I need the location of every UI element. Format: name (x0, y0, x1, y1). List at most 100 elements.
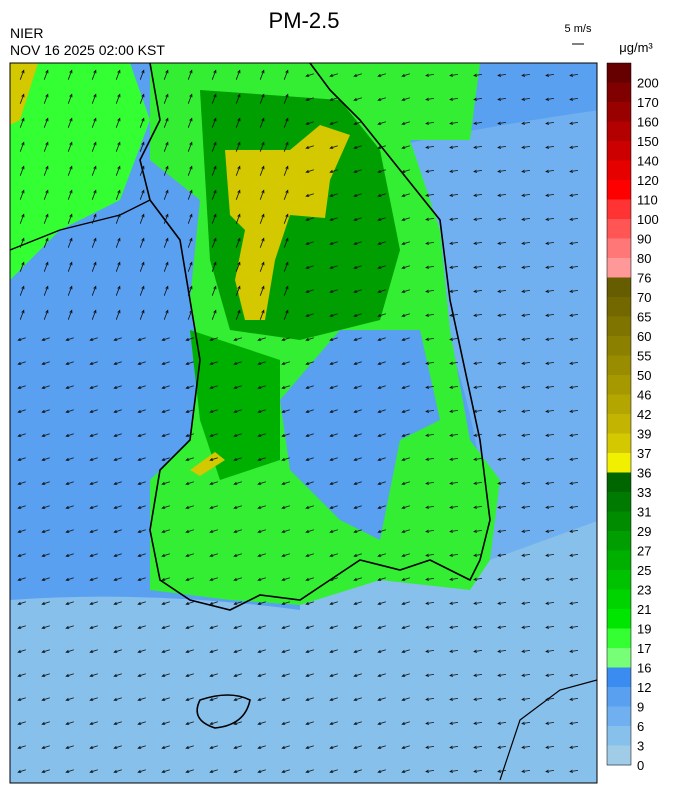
wind-arrow (521, 217, 531, 221)
wind-arrow-head (69, 165, 73, 170)
wind-arrow-head (233, 361, 238, 366)
wind-arrow-head (569, 505, 574, 509)
wind-arrow (235, 238, 241, 248)
wind-arrow (497, 289, 507, 293)
wind-arrow-head (425, 265, 430, 269)
wind-arrow-head (113, 649, 118, 654)
wind-arrow-head (329, 265, 334, 270)
wind-arrow (67, 262, 73, 272)
wind-arrow-head (137, 481, 142, 486)
wind-arrow-head (213, 213, 217, 218)
wind-arrow (235, 94, 241, 104)
wind-arrow (282, 625, 290, 629)
wind-arrow (283, 118, 289, 128)
wind-arrow-head (449, 385, 454, 389)
wind-arrow (521, 625, 531, 629)
wind-arrow-head (185, 721, 190, 726)
wind-arrow (210, 625, 218, 629)
wind-arrow (330, 193, 338, 197)
wind-arrow-head (449, 97, 454, 101)
wind-arrow (186, 673, 194, 677)
wind-arrow (138, 385, 146, 389)
wind-arrow (90, 745, 98, 749)
wind-arrow (330, 313, 338, 317)
colorbar-label: 100 (637, 212, 659, 227)
wind-arrow (425, 769, 435, 773)
wind-arrow-head (257, 529, 262, 534)
wind-arrow-head (261, 309, 265, 314)
wind-arrow-head (473, 145, 478, 149)
wind-arrow-head (305, 505, 310, 510)
wind-arrow-head (137, 361, 142, 366)
wind-arrow-head (353, 337, 358, 342)
wind-arrow-head (69, 189, 73, 194)
wind-arrow (473, 601, 483, 605)
wind-arrow (90, 337, 98, 341)
wind-arrow-head (401, 121, 406, 126)
wind-arrow-head (185, 553, 190, 558)
wind-arrow (162, 745, 170, 749)
wind-arrow-head (233, 505, 238, 510)
wind-arrow (42, 625, 50, 629)
wind-arrow (66, 553, 74, 557)
wind-arrow-head (117, 141, 121, 146)
wind-arrow-head (161, 457, 166, 462)
wind-arrow-head (545, 145, 550, 149)
wind-arrow (282, 649, 290, 653)
wind-arrow (521, 649, 531, 653)
wind-arrow (42, 745, 50, 749)
wind-arrow-head (377, 721, 382, 726)
wind-arrow (258, 769, 266, 773)
colorbar: 2001701601501401201101009080767065605550… (606, 62, 659, 773)
wind-arrow-head (521, 529, 526, 533)
wind-arrow-head (165, 261, 169, 266)
wind-arrow (283, 190, 289, 200)
wind-arrow (42, 433, 50, 437)
wind-arrow (449, 121, 459, 125)
wind-arrow-head (89, 433, 94, 438)
colorbar-cell (607, 414, 631, 434)
wind-arrow (19, 214, 25, 224)
wind-arrow (210, 337, 218, 341)
wind-arrow (354, 313, 362, 317)
wind-arrow (354, 769, 362, 773)
wind-arrow (66, 577, 74, 581)
wind-arrow (521, 481, 531, 485)
wind-arrow-head (237, 141, 241, 146)
wind-arrow-head (41, 625, 46, 630)
wind-arrow (163, 310, 169, 320)
wind-arrow-head (165, 69, 169, 74)
wind-arrow-head (69, 213, 73, 218)
wind-arrow (402, 601, 410, 605)
wind-arrow-head (377, 577, 382, 582)
wind-arrow-head (93, 117, 97, 122)
wind-arrow-head (545, 481, 550, 485)
wind-arrow-head (185, 649, 190, 654)
wind-arrow-head (65, 577, 70, 582)
wind-arrow-head (257, 745, 262, 750)
wind-arrow-head (141, 117, 145, 122)
wind-arrow-head (89, 457, 94, 462)
wind-arrow (569, 409, 579, 413)
wind-arrow-head (473, 673, 478, 677)
wind-arrow-head (425, 145, 430, 149)
wind-arrow (258, 457, 266, 461)
wind-arrow-head (257, 337, 262, 342)
colorbar-label: 55 (637, 349, 651, 364)
wind-arrow-head (17, 385, 22, 390)
wind-arrow (378, 385, 386, 389)
wind-arrow (354, 121, 362, 125)
wind-arrow (354, 649, 362, 653)
wind-arrow (306, 361, 314, 365)
wind-arrow (354, 625, 362, 629)
wind-arrow (114, 385, 122, 389)
wind-arrow-head (237, 261, 241, 266)
wind-arrow (449, 529, 459, 533)
wind-arrow (234, 433, 242, 437)
wind-arrow-head (137, 385, 142, 390)
wind-arrow (210, 385, 218, 389)
wind-arrow (354, 529, 362, 533)
wind-arrow-head (41, 769, 46, 774)
wind-arrow-head (473, 121, 478, 125)
colorbar-cell (607, 180, 631, 200)
